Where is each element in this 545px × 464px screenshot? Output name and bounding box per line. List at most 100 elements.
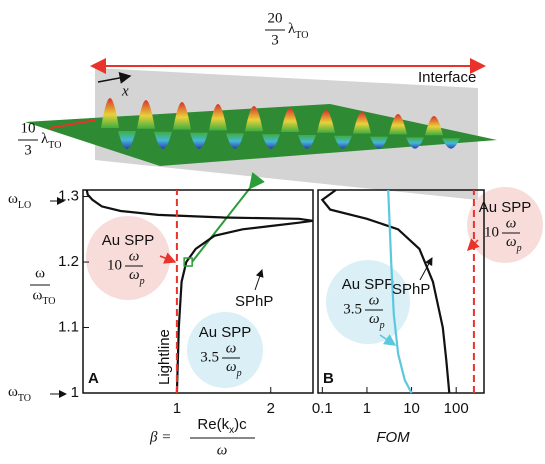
annotation-bubble (187, 312, 263, 388)
y-label-num: ω (35, 265, 45, 281)
side-length-den: 3 (24, 142, 32, 158)
plot-frame (82, 189, 314, 394)
wave-peak (245, 106, 263, 132)
bubble-arrow (159, 252, 177, 264)
curve-label: SPhP (392, 281, 430, 298)
subscript: p (139, 276, 145, 287)
annotation-num: ω (506, 215, 517, 231)
text-part: λ (41, 131, 49, 147)
lightline-label: Lightline (156, 329, 173, 385)
side-arrow (49, 119, 96, 129)
subscript: x (229, 425, 234, 436)
annotation-den: ωp (506, 234, 522, 253)
wave-dip (118, 131, 136, 149)
top-length-num: 20 (268, 10, 283, 26)
subscript: TO (48, 140, 61, 151)
wave-peak (101, 98, 119, 128)
text-part: Re(k (197, 416, 229, 433)
annotation-title: Au SPP (102, 232, 155, 249)
bubble-arrow (379, 334, 397, 346)
wave-dip (298, 135, 316, 149)
x-tick-label: 1 (173, 400, 181, 417)
wave-peak (425, 116, 443, 136)
wave-peak (317, 110, 335, 133)
subscript: p (379, 320, 385, 331)
text-part: )c (234, 416, 247, 433)
side-length-num: 10 (21, 120, 36, 136)
text-part: ω (8, 384, 18, 400)
top-length-symbol: λTO (288, 21, 308, 40)
x-tick-label: 1 (363, 400, 371, 417)
data-line (320, 189, 451, 394)
wave-dip (190, 132, 208, 149)
curve-arrow (254, 269, 264, 291)
wave-peak (209, 104, 227, 131)
bottom-marker: ωTO (8, 384, 31, 403)
x-tick-label: 100 (444, 400, 469, 417)
text-part: λ (288, 21, 296, 37)
y-tick-label: 1.3 (58, 188, 79, 205)
text-part: ω (506, 234, 517, 250)
data-line (387, 189, 413, 394)
panel-label: B (323, 370, 334, 387)
top-length-den: 3 (271, 32, 279, 48)
annotation-den: ωp (226, 359, 242, 378)
top-marker: ωLO (8, 191, 31, 210)
curve-arrow (419, 257, 433, 281)
zoom-arrow (191, 172, 265, 263)
wave-dip (406, 137, 424, 149)
zoom-marker (183, 257, 193, 267)
annotation-coef: 3.5 (343, 301, 362, 317)
text-part: ω (129, 267, 140, 283)
wave-peak (137, 100, 155, 129)
panel-label: A (88, 370, 99, 387)
text-part: ω (8, 191, 18, 207)
wave-peak (353, 112, 371, 134)
wave-dip (154, 131, 172, 149)
y-tick-label: 1.2 (58, 253, 79, 270)
x-tick-label: 10 (403, 400, 420, 417)
wave-dip (226, 133, 244, 149)
x-arrow (97, 72, 132, 84)
annotation-title: Au SPP (479, 199, 532, 216)
plot-frame (317, 189, 485, 394)
subscript: TO (42, 296, 55, 307)
curve-label: SPhP (235, 293, 273, 310)
interface-label: Interface (418, 69, 476, 86)
subscript: p (516, 243, 522, 254)
annotation-num: ω (369, 292, 380, 308)
axis-name: x (121, 83, 129, 99)
annotation-den: ωp (129, 267, 145, 286)
annotation-title: Au SPP (199, 324, 252, 341)
bubble-arrow (466, 238, 480, 252)
y-tick-label: 1.1 (58, 318, 79, 335)
side-length-symbol: λTO (41, 131, 61, 150)
annotation-coef: 10 (484, 224, 499, 240)
x-tick-label: 2 (267, 400, 275, 417)
subscript: TO (295, 30, 308, 41)
subscript: TO (18, 393, 31, 404)
x-label-den: ω (217, 442, 228, 458)
annotation-num: ω (226, 340, 237, 356)
x-axis-label: FOM (376, 429, 410, 446)
annotation-bubble (86, 216, 170, 300)
annotation-bubble (326, 260, 410, 344)
annotation-bubble (467, 187, 543, 263)
annotation-den: ωp (369, 311, 385, 330)
x-tick-label: 0.1 (312, 400, 333, 417)
wave-peak (173, 102, 191, 130)
wave-peak (281, 108, 299, 132)
wave-dip (262, 134, 280, 149)
wave-peak (389, 114, 407, 135)
text-part: ω (369, 311, 380, 327)
y-tick-label: 1 (71, 384, 79, 401)
x-label-lhs: β = (149, 429, 171, 445)
wave-dip (334, 135, 352, 149)
text-part: ω (226, 359, 237, 375)
annotation-coef: 3.5 (200, 349, 219, 365)
annotation-title: Au SPP (342, 276, 395, 293)
subscript: LO (18, 200, 31, 211)
x-label-num: Re(kx)c (197, 416, 247, 436)
y-label-den: ωTO (32, 287, 55, 306)
